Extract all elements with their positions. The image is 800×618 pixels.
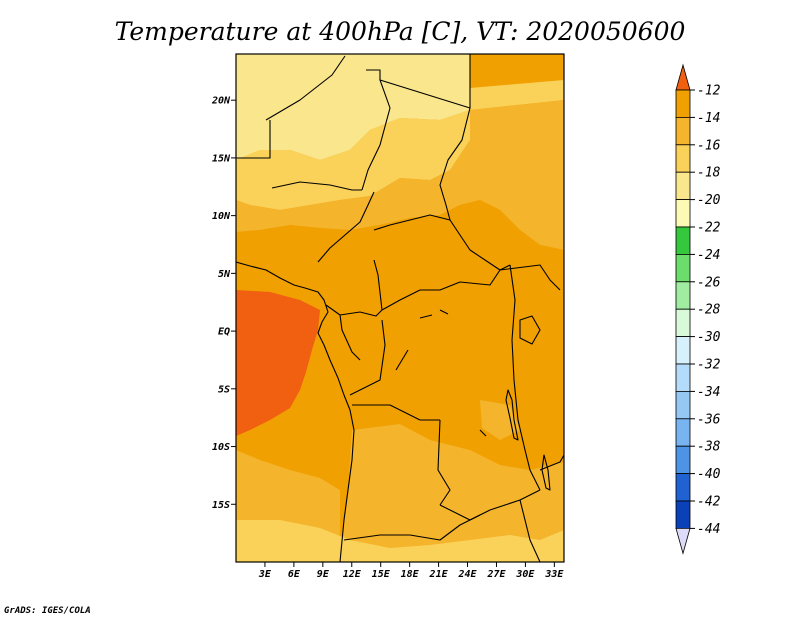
- colorbar-box: [675, 473, 691, 502]
- colorbar-box: [675, 445, 691, 475]
- zone-southern-band: [236, 400, 564, 562]
- colorbar-label: -18: [697, 166, 721, 181]
- colorbar-box: [675, 89, 691, 118]
- colorbar-label: -44: [697, 522, 720, 537]
- colorbar-box: [675, 308, 691, 338]
- border-niger-chad: [361, 79, 391, 191]
- border-southeast: [519, 499, 541, 562]
- colorbar-box: [675, 418, 691, 447]
- x-tick-label: 3E: [258, 569, 272, 580]
- colorbar-label: -26: [697, 275, 721, 290]
- lake-malawi: [541, 454, 551, 491]
- x-axis: 3E 6E 9E 12E 15E 18E 21E 24E 27E 30E 33E: [258, 562, 564, 580]
- colorbar-label: -32: [697, 358, 721, 373]
- map-frame: [235, 53, 565, 563]
- border-car-south: [373, 259, 511, 311]
- coastline-west: [236, 261, 355, 562]
- x-tick-label: 6E: [288, 569, 301, 580]
- y-tick-label: 20N: [211, 96, 231, 107]
- colorbar-box: [675, 500, 691, 529]
- colorbar-label: -28: [697, 303, 721, 318]
- grads-credit: GrADS: IGES/COLA: [4, 606, 91, 616]
- river-congo-1: [419, 314, 433, 319]
- border-sudan-chad: [439, 107, 471, 221]
- colorbar-box: [675, 226, 691, 255]
- x-tick-label: 24E: [457, 569, 477, 580]
- zone-northern-sahara-warm-band: [236, 54, 470, 160]
- border-zambia: [439, 489, 541, 521]
- colorbar-label: -14: [697, 111, 720, 126]
- colorbar-box: [675, 253, 691, 283]
- border-chad-car: [373, 214, 451, 231]
- x-tick-label: 21E: [429, 569, 449, 580]
- colorbar-box: [675, 363, 691, 392]
- y-tick-label: 5N: [218, 269, 231, 280]
- colorbar-box: [675, 144, 691, 173]
- map-panel: [236, 54, 564, 562]
- zone-gulf-of-guinea-warm-core: [236, 290, 320, 436]
- border-congo-drc: [349, 319, 386, 396]
- border-angola-south: [343, 514, 481, 541]
- border-sudan-south: [449, 219, 561, 291]
- colorbar-label: -34: [697, 385, 720, 400]
- x-tick-label: 18E: [401, 569, 420, 580]
- x-tick-label: 9E: [317, 569, 330, 580]
- border-egypt-sudan: [366, 69, 471, 109]
- border-angola-north: [352, 404, 440, 421]
- zone-northern-band: [236, 100, 564, 250]
- country-borders: [236, 54, 564, 562]
- border-east-african-lakes: [509, 264, 541, 491]
- colorbar-label: -24: [697, 248, 720, 263]
- colorbar-over-triangle: [675, 63, 691, 91]
- colorbar-label: -22: [697, 221, 721, 236]
- colorbar-label: -42: [697, 495, 721, 510]
- x-tick-label: 30E: [515, 569, 535, 580]
- colorbar-box: [675, 199, 691, 228]
- colorbar-label: -20: [697, 193, 721, 208]
- y-axis: 20N 15N 10N 5N EQ 5S 10S 15S: [211, 96, 236, 511]
- x-tick-label: 12E: [343, 569, 362, 580]
- river-mid: [395, 349, 409, 371]
- lake-tanganyika: [505, 389, 519, 441]
- lake-victoria: [519, 315, 541, 345]
- colorbar-label: -12: [697, 84, 721, 99]
- colorbar-box: [675, 390, 691, 420]
- temperature-zones: [236, 54, 564, 562]
- border-cameroon-south: [325, 304, 383, 317]
- border-gabon: [339, 314, 361, 361]
- y-tick-label: 10N: [212, 211, 231, 222]
- y-tick-label: 10S: [212, 442, 230, 453]
- colorbar-under-triangle: [675, 528, 691, 555]
- x-tick-label: 33E: [544, 569, 564, 580]
- colorbar-box: [675, 117, 691, 146]
- colorbar-box: [675, 281, 691, 310]
- colorbar-label: -16: [697, 138, 721, 153]
- border-east: [539, 454, 564, 471]
- colorbar-label: -36: [697, 412, 721, 427]
- river-congo-2: [439, 309, 449, 315]
- y-tick-label: 15S: [212, 500, 230, 511]
- colorbar-box: [675, 171, 691, 200]
- colorbar-label: -30: [697, 330, 721, 345]
- border-algeria-mali: [236, 120, 271, 159]
- colorbar-box: [675, 336, 691, 365]
- x-tick-label: 27E: [486, 569, 506, 580]
- zone-southern-edge: [236, 520, 564, 562]
- chart-title: Temperature at 400hPa [C], VT: 202005060…: [115, 17, 686, 46]
- border-nigeria-cameroon: [317, 191, 375, 263]
- river-south: [479, 429, 487, 437]
- border-nigeria-niger: [271, 181, 362, 191]
- border-angola-east: [437, 419, 451, 506]
- border-sahara-north: [265, 55, 346, 121]
- colorbar-label: -38: [697, 440, 721, 455]
- colorbar: -12 -14 -16 -18 -20 -22 -24 -26 -28 -30 -32 -34 -36 -…: [675, 63, 721, 555]
- colorbar-label: -40: [697, 467, 721, 482]
- zone-sahel-band: [236, 80, 564, 210]
- y-tick-label: 15N: [212, 153, 231, 164]
- x-tick-label: 15E: [372, 569, 391, 580]
- y-tick-label: EQ: [218, 327, 230, 338]
- y-tick-label: 5S: [218, 384, 230, 395]
